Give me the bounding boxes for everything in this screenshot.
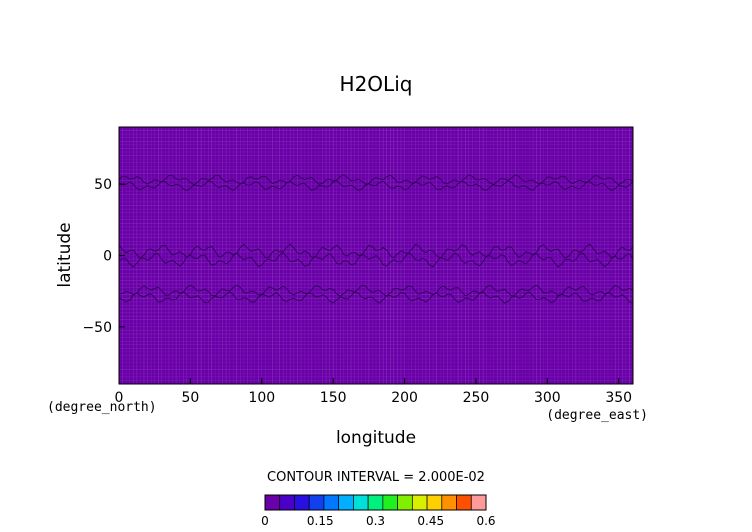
colorbar-swatch: [338, 494, 354, 511]
colorbar-swatch: [294, 494, 310, 511]
x-tick-label: 0: [115, 390, 124, 406]
x-axis-label: longitude: [336, 428, 416, 448]
y-tick-label: 0: [103, 249, 112, 265]
x-tick-label: 250: [463, 390, 490, 406]
colorbar-frame: [264, 494, 487, 511]
colorbar: [264, 494, 487, 511]
colorbar-tick-label: 0: [261, 514, 269, 528]
y-tick-label: −50: [82, 320, 112, 336]
colorbar-tick-label: 0.3: [366, 514, 385, 528]
colorbar-tick-label: 0.6: [476, 514, 495, 528]
x-units-label: (degree_east): [546, 408, 648, 423]
colorbar-swatch: [426, 494, 443, 511]
colorbar-swatch: [441, 494, 457, 511]
y-tick-label: 50: [94, 177, 112, 193]
contour-lines: [118, 174, 634, 304]
colorbar-swatch: [456, 494, 472, 511]
contour-interval-label: CONTOUR INTERVAL = 2.000E-02: [267, 470, 485, 485]
contour-line: [118, 180, 634, 192]
contour-line: [118, 174, 634, 186]
colorbar-swatch: [367, 494, 384, 511]
colorbar-swatch: [411, 494, 428, 511]
colorbar-swatch: [279, 494, 295, 511]
x-tick-label: 200: [391, 390, 418, 406]
y-units-label: (degree_north): [47, 400, 157, 415]
contour-line: [118, 291, 634, 304]
colorbar-swatch: [397, 494, 413, 511]
x-tick-label: 350: [605, 390, 632, 406]
contour-line: [118, 243, 634, 259]
x-tick-label: 150: [320, 390, 347, 406]
colorbar-tick-labels: 0 0.15 0.3 0.45 0.6: [261, 514, 495, 528]
x-tick-label: 100: [248, 390, 275, 406]
colorbar-swatch: [353, 494, 369, 511]
contour-line: [118, 252, 634, 268]
chart-title: H2OLiq: [340, 72, 413, 96]
colorbar-tick-label: 0.45: [417, 514, 444, 528]
y-axis: 50 0 −50: [82, 177, 125, 336]
x-tick-label: 300: [534, 390, 561, 406]
contour-line: [118, 284, 634, 297]
plot-area: [118, 126, 634, 385]
colorbar-tick-label: 0.15: [307, 514, 334, 528]
colorbar-swatch: [308, 494, 325, 511]
colorbar-swatch: [264, 494, 281, 511]
x-tick-label: 50: [181, 390, 199, 406]
y-axis-label: latitude: [55, 222, 75, 287]
colorbar-swatch: [382, 494, 398, 511]
x-axis: 0 50 100 150 200 250 300 350: [115, 378, 632, 406]
colorbar-swatch: [323, 494, 340, 511]
colorbar-swatch: [470, 494, 487, 511]
